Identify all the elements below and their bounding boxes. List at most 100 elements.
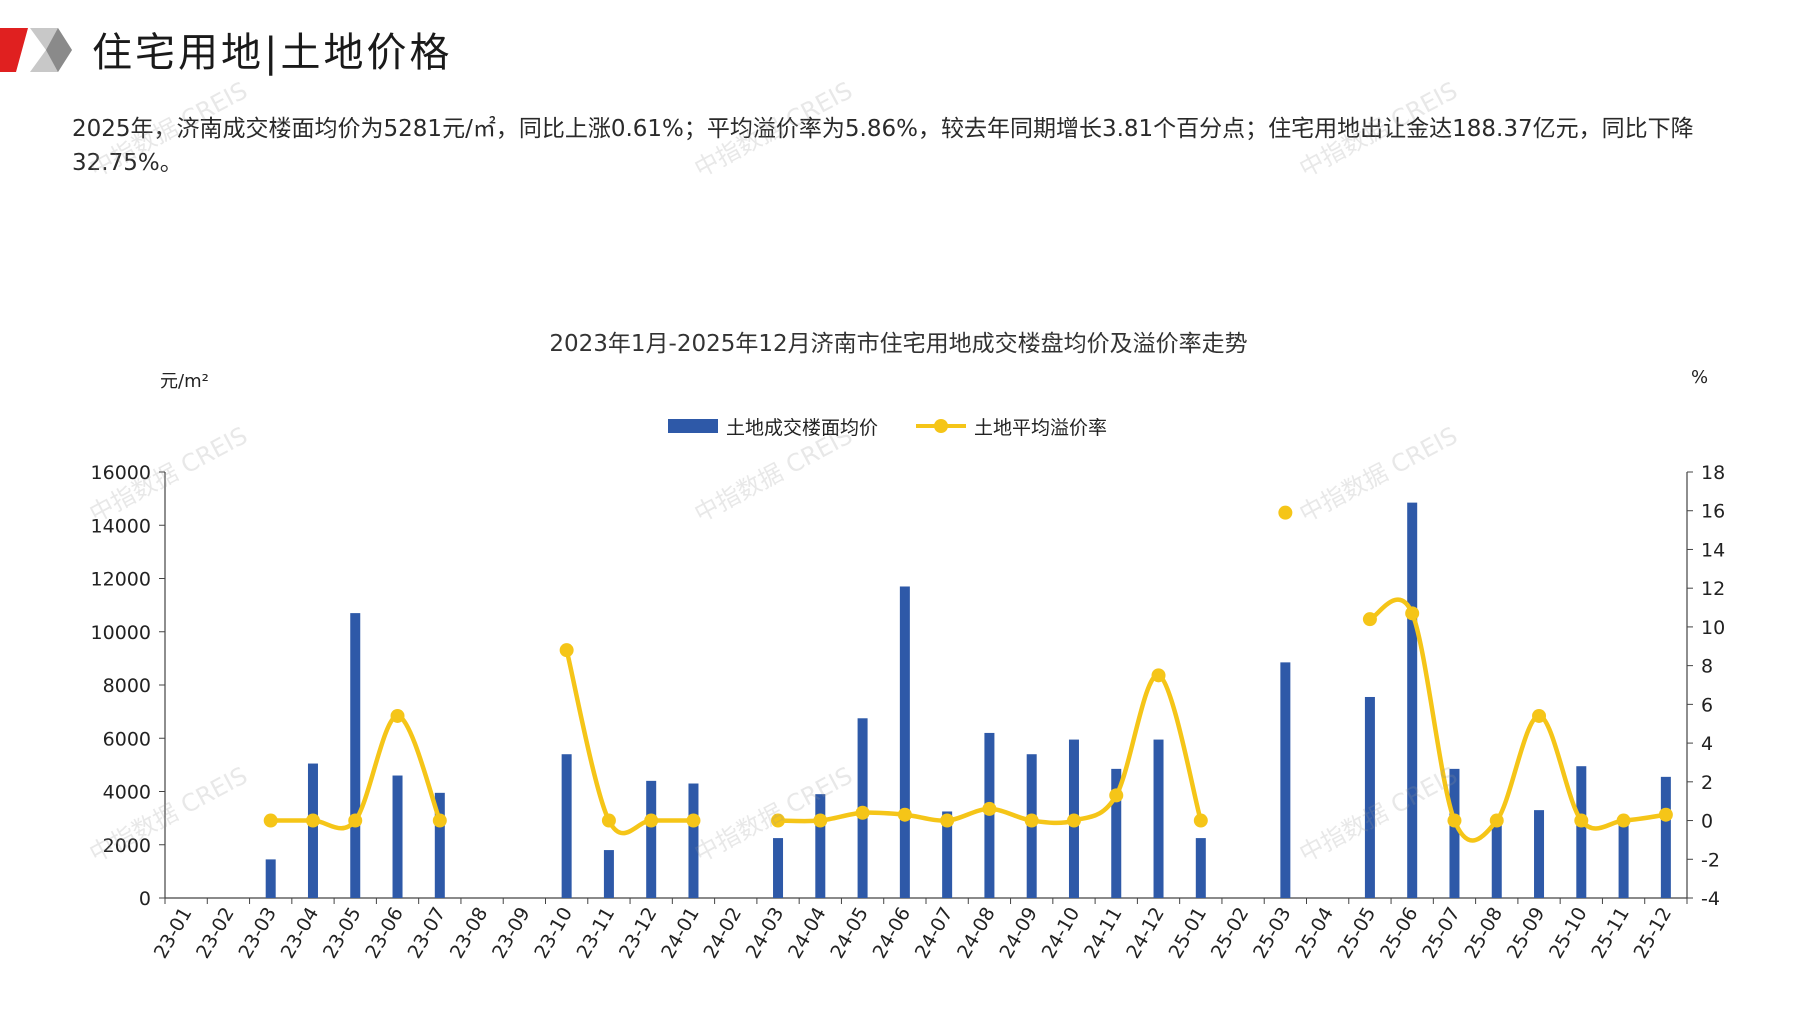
left-tick-label: 6000 <box>103 728 151 750</box>
premium-rate-point <box>1066 813 1081 828</box>
summary-paragraph: 2025年，济南成交楼面均价为5281元/㎡，同比上涨0.61%；平均溢价率为5… <box>72 116 1694 176</box>
x-tick-label: 24-12 <box>1122 904 1169 963</box>
x-tick-label: 25-02 <box>1207 904 1254 963</box>
right-tick-label: -2 <box>1701 849 1720 871</box>
price-bar <box>603 850 614 898</box>
x-tick-label: 25-06 <box>1376 904 1423 963</box>
right-tick-label: 8 <box>1701 656 1713 678</box>
x-tick-label: 25-07 <box>1418 904 1465 963</box>
price-bar <box>1491 818 1502 898</box>
x-tick-label: 24-07 <box>911 904 958 963</box>
x-tick-label: 23-06 <box>361 904 408 963</box>
page-title: 住宅用地|土地价格 <box>92 30 453 76</box>
premium-rate-point <box>1489 813 1504 828</box>
x-tick-label: 23-02 <box>192 904 239 963</box>
price-bar <box>942 811 953 898</box>
x-tick-label: 24-11 <box>1080 904 1127 963</box>
price-bar <box>1153 739 1164 898</box>
price-bar <box>1449 768 1460 898</box>
chart-title: 2023年1月-2025年12月济南市住宅用地成交楼盘均价及溢价率走势 <box>549 331 1248 357</box>
price-bar <box>1195 838 1206 898</box>
left-axis-unit: 元/m² <box>160 371 209 392</box>
right-tick-label: 18 <box>1701 462 1725 484</box>
price-bar <box>350 613 361 898</box>
x-tick-label: 25-05 <box>1334 904 1381 963</box>
x-tick-label: 24-06 <box>869 904 916 963</box>
right-tick-label: 16 <box>1701 501 1725 523</box>
price-bar <box>1534 810 1545 898</box>
x-tick-label: 24-08 <box>953 904 1000 963</box>
premium-rate-point <box>982 801 997 816</box>
x-tick-label: 24-01 <box>657 904 704 963</box>
right-tick-label: 2 <box>1701 772 1713 794</box>
premium-rate-point <box>1532 708 1547 723</box>
premium-rate-point <box>1193 813 1208 828</box>
premium-rate-point <box>601 813 616 828</box>
premium-rate-point <box>1658 807 1673 822</box>
x-tick-label: 25-11 <box>1587 904 1634 963</box>
left-tick-label: 2000 <box>103 835 151 857</box>
left-tick-label: 8000 <box>103 675 151 697</box>
chart-legend: 土地成交楼面均价 土地平均溢价率 <box>668 412 1145 440</box>
legend-label-price: 土地成交楼面均价 <box>726 416 879 439</box>
premium-rate-point <box>813 813 828 828</box>
premium-rate-point <box>644 813 659 828</box>
x-tick-label: 25-08 <box>1460 904 1507 963</box>
price-bar <box>1407 502 1418 898</box>
legend-line-swatch <box>916 419 967 433</box>
left-tick-label: 12000 <box>91 569 151 591</box>
price-bar <box>1576 766 1587 898</box>
premium-rate-point <box>1616 813 1631 828</box>
premium-rate-point <box>1024 813 1039 828</box>
x-tick-label: 25-03 <box>1249 904 1296 963</box>
x-tick-label: 23-11 <box>573 904 620 963</box>
x-tick-label: 24-10 <box>1038 904 1085 963</box>
premium-rate-line <box>564 647 696 836</box>
premium-rate-point <box>305 813 320 828</box>
x-tick-label: 24-04 <box>784 904 831 963</box>
premium-rate-point <box>390 708 405 723</box>
x-tick-label: 25-12 <box>1630 904 1677 963</box>
right-axis-unit: % <box>1691 367 1709 388</box>
price-bar <box>1364 696 1375 898</box>
premium-rate-point <box>263 813 278 828</box>
price-bar <box>434 792 445 898</box>
premium-rate-point <box>1278 505 1293 520</box>
price-bar <box>392 775 403 898</box>
x-tick-label: 23-10 <box>530 904 577 963</box>
x-tick-label: 23-12 <box>615 904 662 963</box>
x-tick-label: 24-09 <box>995 904 1042 963</box>
x-tick-label: 23-08 <box>446 904 493 963</box>
premium-rate-point <box>1447 813 1462 828</box>
x-tick-label: 24-02 <box>699 904 746 963</box>
legend-item-premium: 土地平均溢价率 <box>916 413 1107 440</box>
premium-rate-point <box>771 813 786 828</box>
x-tick-label: 23-05 <box>319 904 366 963</box>
legend-bar-swatch <box>668 419 718 433</box>
premium-rate-point <box>686 813 701 828</box>
price-bar <box>561 754 572 898</box>
premium-rate-point <box>432 813 447 828</box>
x-tick-label: 24-05 <box>826 904 873 963</box>
legend-item-price: 土地成交楼面均价 <box>668 413 878 440</box>
price-bar <box>1660 776 1671 898</box>
premium-rate-point <box>348 813 363 828</box>
premium-rate-point <box>1109 788 1124 803</box>
x-tick-label: 25-09 <box>1503 904 1550 963</box>
premium-rate-point <box>1151 668 1166 683</box>
premium-rate-point <box>897 807 912 822</box>
price-bar <box>265 859 276 898</box>
right-tick-label: 0 <box>1701 811 1713 833</box>
legend-label-premium: 土地平均溢价率 <box>974 416 1108 439</box>
left-tick-label: 14000 <box>91 515 151 537</box>
premium-rate-point <box>940 813 955 828</box>
premium-rate-point <box>1574 813 1589 828</box>
x-tick-label: 25-10 <box>1545 904 1592 963</box>
right-tick-label: 6 <box>1701 694 1713 716</box>
price-bar <box>899 586 910 898</box>
price-bar <box>307 763 318 898</box>
right-tick-label: 14 <box>1701 539 1725 561</box>
premium-rate-point <box>1405 606 1420 621</box>
left-tick-label: 4000 <box>103 782 151 804</box>
